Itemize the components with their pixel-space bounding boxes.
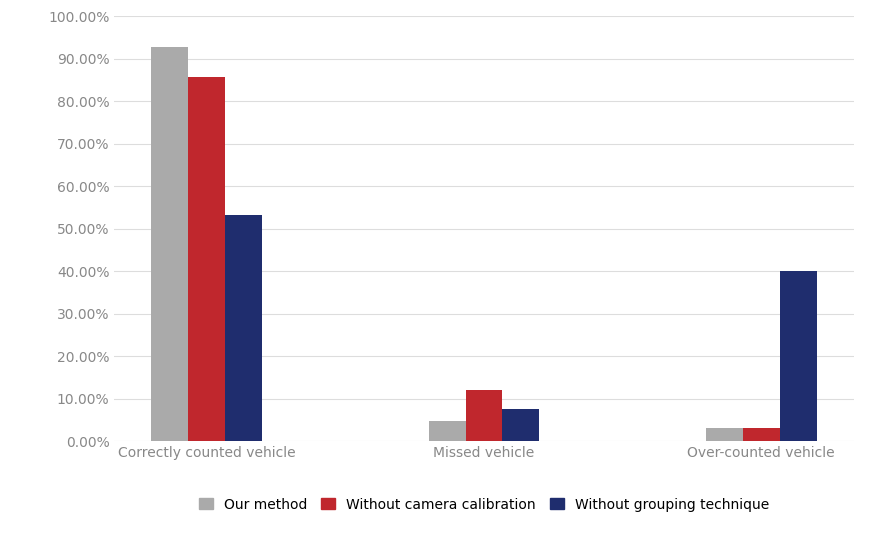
Legend: Our method, Without camera calibration, Without grouping technique: Our method, Without camera calibration, … [192, 491, 776, 519]
Bar [502, 409, 539, 441]
Bar [188, 77, 225, 441]
Bar [780, 271, 817, 441]
Bar [151, 47, 188, 441]
Bar [466, 390, 502, 441]
Bar [429, 421, 466, 441]
Bar [743, 428, 780, 441]
Bar [706, 428, 743, 441]
Bar [225, 215, 262, 441]
